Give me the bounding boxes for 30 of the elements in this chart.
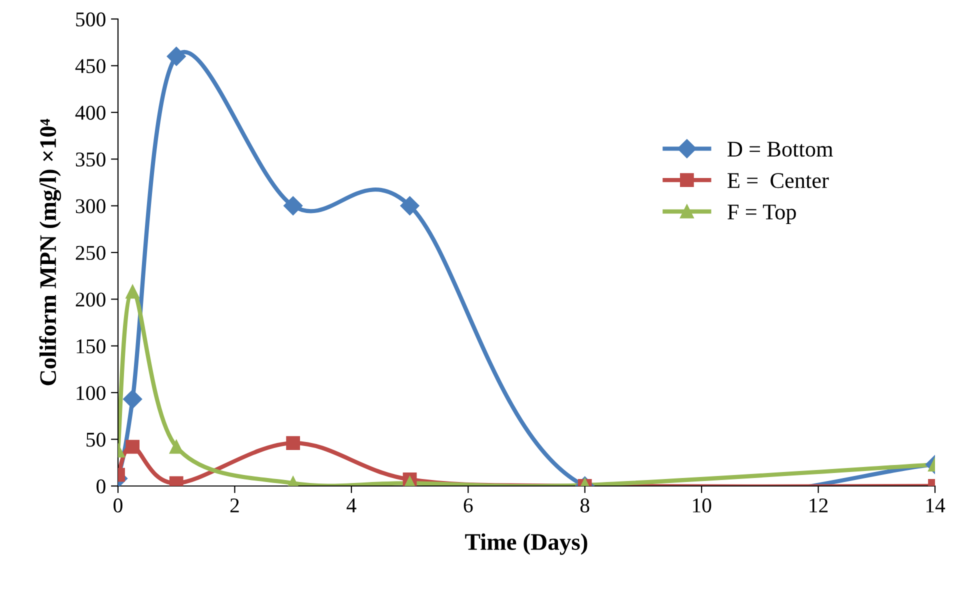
point [284,196,303,216]
x-tick-label: 6 [464,498,473,512]
point [123,390,142,409]
legend-label: F = Top [728,204,796,224]
y-tick-label: 50 [86,432,106,447]
x-tick-label: 2 [230,498,239,512]
x-tick-label: 12 [810,498,828,512]
y-tick-label: 300 [76,199,106,214]
y-tick-label: 200 [76,292,106,307]
point [166,46,186,66]
x-tick-label: 8 [580,498,590,512]
y-tick-label: 150 [76,339,106,354]
x-tick-label: 0 [114,498,122,512]
x-tick-label: 10 [692,498,712,512]
y-tick-label: 0 [96,479,106,494]
point [126,440,140,454]
y-tick-label: 100 [76,386,106,400]
y-tick-label: 250 [76,246,106,260]
legend-label: D = Bottom [728,142,833,157]
x-tick-label: 4 [346,498,356,512]
y-tick-label: 350 [76,152,106,167]
y-tick-label: 400 [75,106,106,120]
point [400,196,420,216]
y-axis-title: Coliform MPN (mg/l) ×10⁴ [39,118,62,386]
x-tick-label: 14 [926,498,946,512]
legend-label: E = Center [728,173,829,188]
x-axis-title: Time (Days) [465,533,588,555]
point [286,436,300,450]
y-tick-label: 450 [75,59,106,74]
y-tick-label: 500 [76,12,106,26]
